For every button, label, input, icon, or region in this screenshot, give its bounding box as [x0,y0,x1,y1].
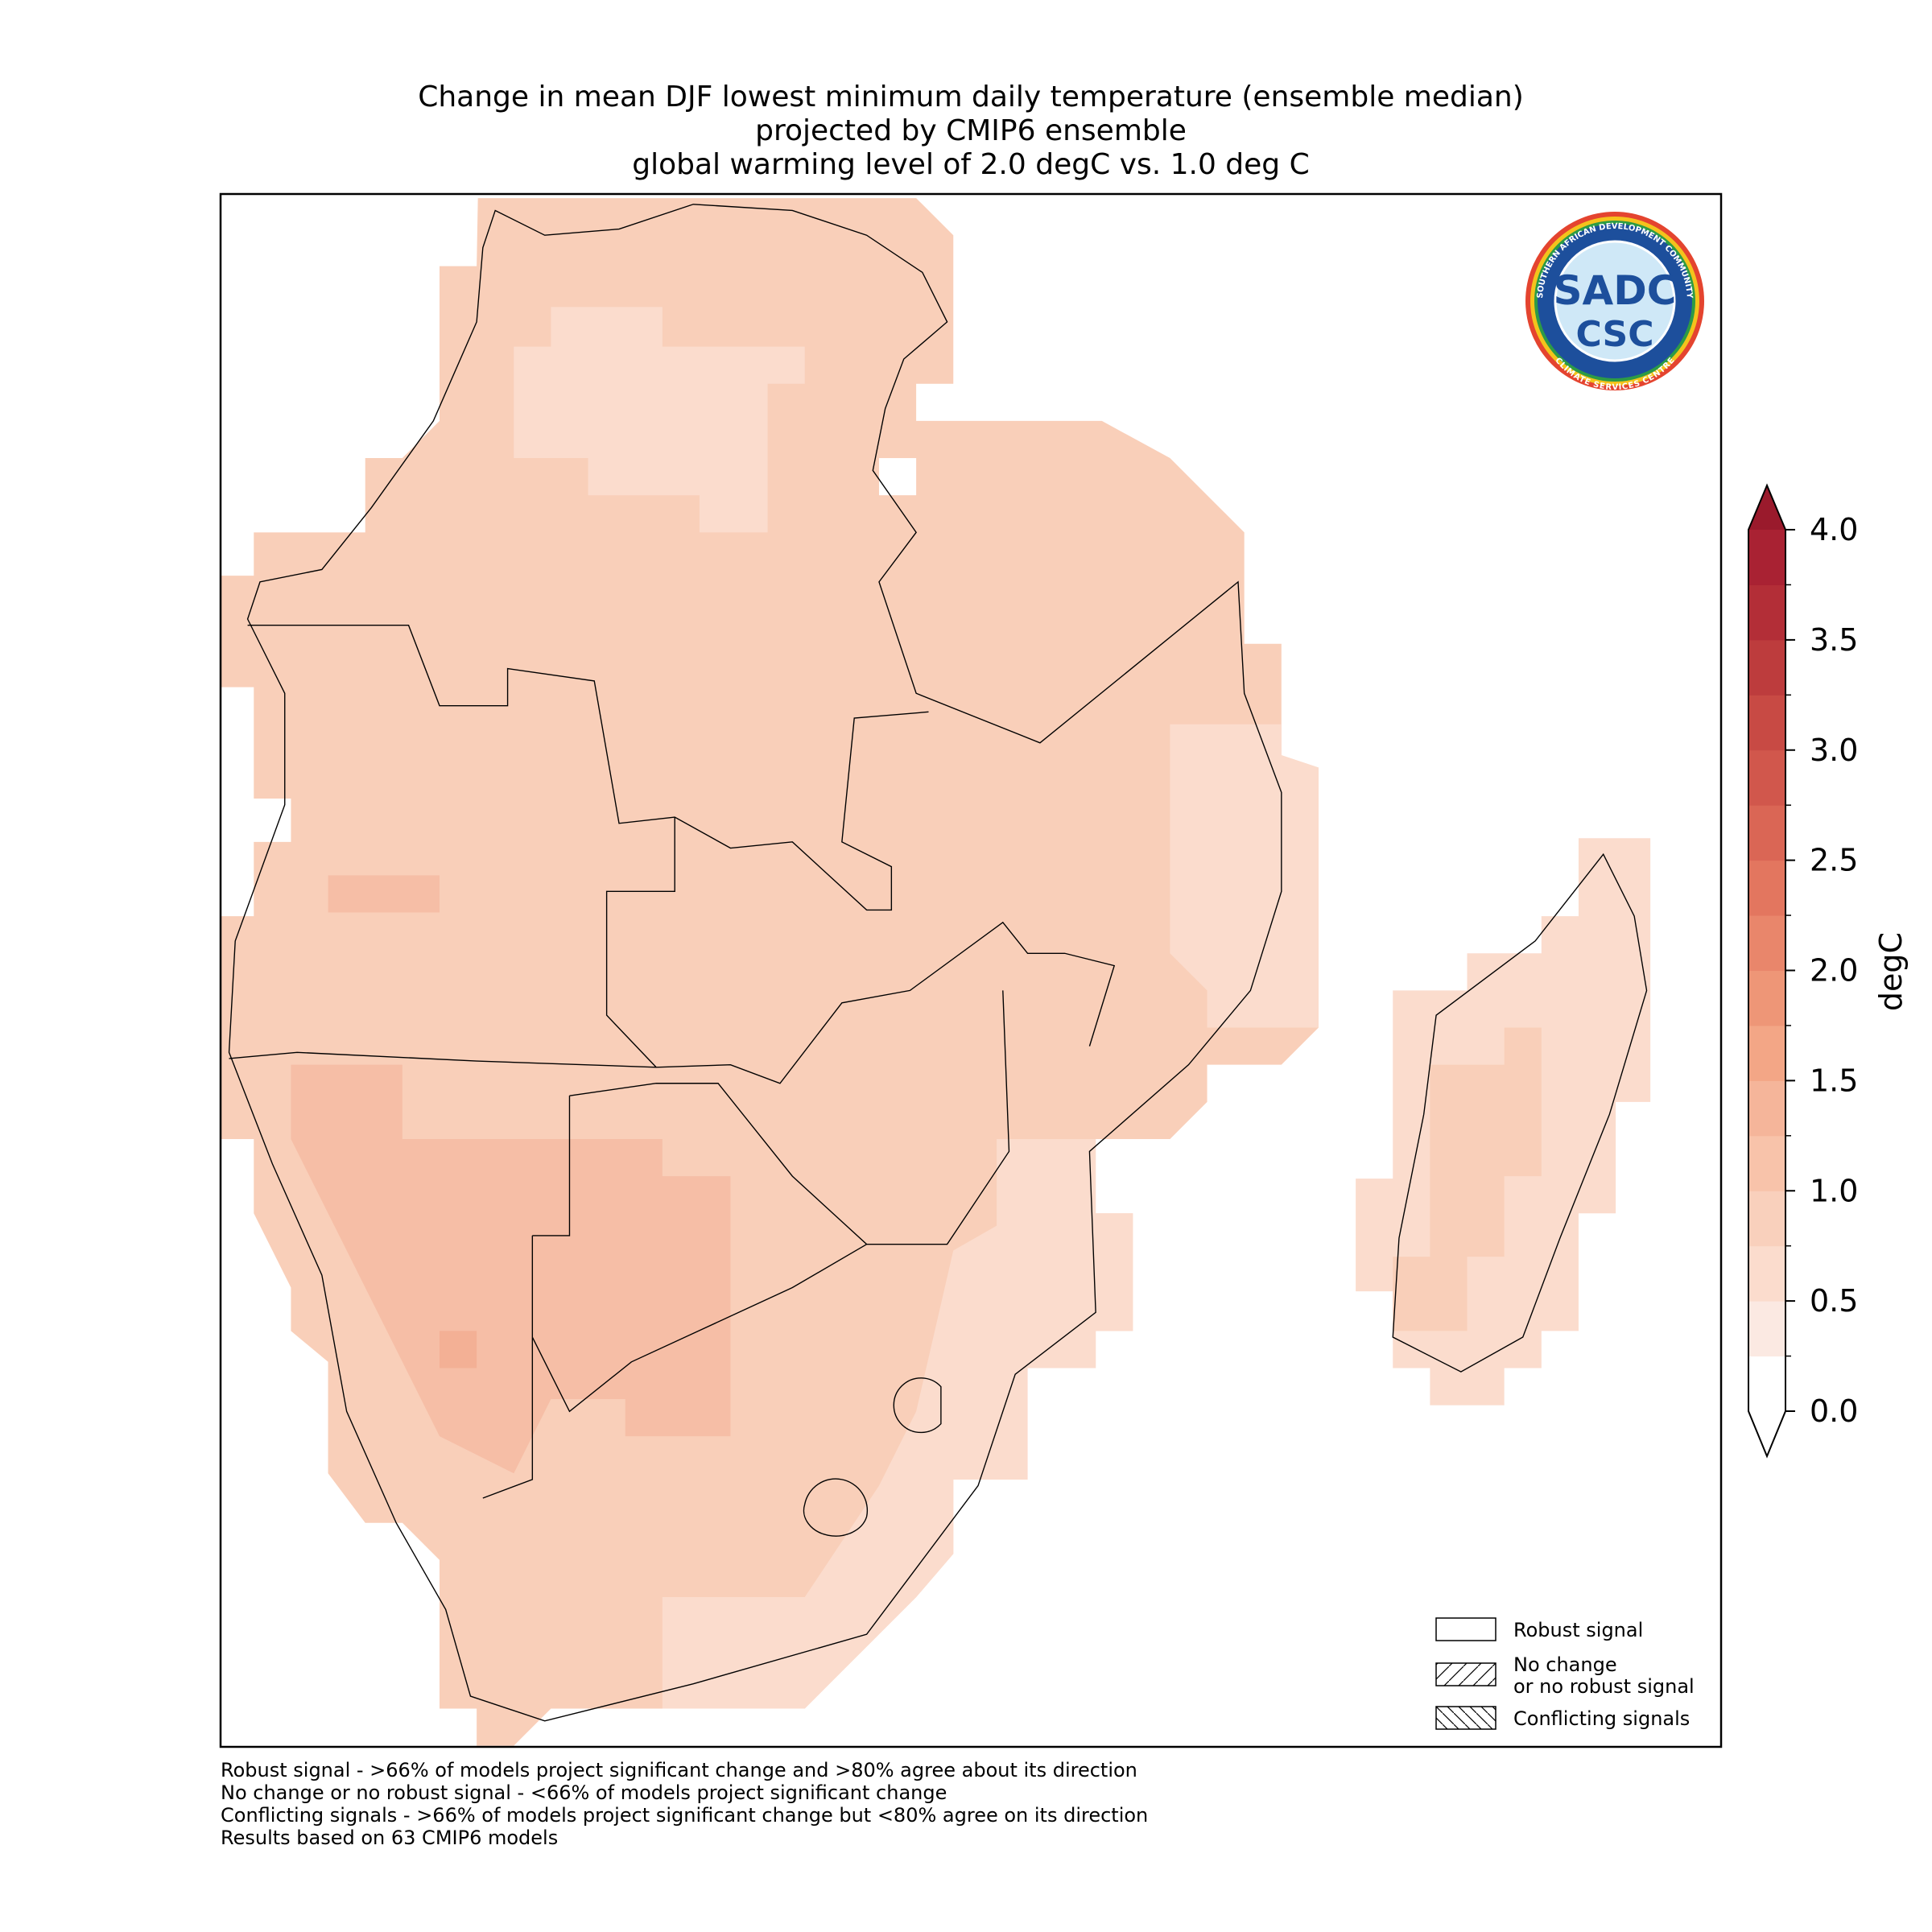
colorbar-tick-label: 0.5 [1810,1283,1858,1319]
colorbar-segment [1748,860,1785,916]
colorbar-tick-label: 1.0 [1810,1173,1858,1208]
footnote: Robust signal - >66% of models project s… [221,1759,1137,1781]
colorbar-under [1748,1411,1785,1456]
plot-frame [219,192,1723,1748]
light-zone [662,1138,1133,1709]
logo-text: SADC [1554,267,1677,314]
legend-label: Robust signal [1513,1619,1643,1641]
colorbar-tick-label: 3.0 [1810,733,1858,768]
colorbar-label: degC [1873,932,1909,1011]
colorbar-segment [1748,1356,1785,1412]
colorbar-segment [1748,584,1785,641]
colorbar-segment [1748,1191,1785,1247]
colorbar-segment [1748,1301,1785,1357]
title-block: Change in mean DJF lowest minimum daily … [418,80,1524,181]
legend-swatch [1435,1662,1496,1686]
footnote: Conflicting signals - >66% of models pro… [221,1804,1148,1827]
footnotes: Robust signal - >66% of models project s… [221,1759,1148,1849]
colorbar-segment [1748,1080,1785,1137]
colorbar-tick-label: 4.0 [1810,512,1858,547]
colorbar-segment [1748,1025,1785,1081]
logo-text: CSC [1575,314,1653,355]
legend: Robust signal No change or no robust signa… [1435,1617,1695,1730]
legend-label: Conflicting signals [1513,1707,1690,1730]
light-zone [514,307,805,533]
colorbar-tick-label: 2.5 [1810,843,1858,878]
colorbar-segment [1748,639,1785,696]
map [220,198,1651,1746]
dark-zone [328,875,440,913]
chart-title: Change in mean DJF lowest minimum daily … [418,80,1524,114]
footnote: No change or no robust signal - <66% of … [221,1781,947,1804]
colorbar-segment [1748,695,1785,751]
colorbar-segment [1748,915,1785,971]
colorbar-segment [1748,970,1785,1026]
legend-swatch [1435,1706,1496,1730]
colorbar-segment [1748,749,1785,806]
legend-label: No change or no robust signal [1513,1653,1695,1698]
chart-title: projected by CMIP6 ensemble [755,114,1187,147]
chart-title: global warming level of 2.0 degC vs. 1.0… [632,148,1309,181]
colorbar-segment [1748,530,1785,585]
coastline [228,204,1648,1722]
colorbar-tick-label: 0.0 [1810,1393,1858,1429]
colorbar-tick-label: 3.5 [1810,622,1858,658]
legend-swatch [1435,1617,1496,1641]
colorbar-segment [1748,1245,1785,1302]
dark-cell [439,1331,477,1368]
colorbar-over [1748,485,1785,530]
colorbar: 0.0 0.5 1.0 1.5 2.0 2.5 3.0 3.5 4.0 degC [1748,483,1909,1459]
colorbar-segment [1748,805,1785,861]
footnote: Results based on 63 CMIP6 models [221,1827,558,1849]
colorbar-tick-label: 1.5 [1810,1063,1858,1098]
logo-center [1554,240,1676,362]
colorbar-segment [1748,1135,1785,1191]
lake-gap [878,458,917,496]
colorbar-tick-label: 2.0 [1810,953,1858,989]
madagascar-core [1393,1027,1542,1331]
